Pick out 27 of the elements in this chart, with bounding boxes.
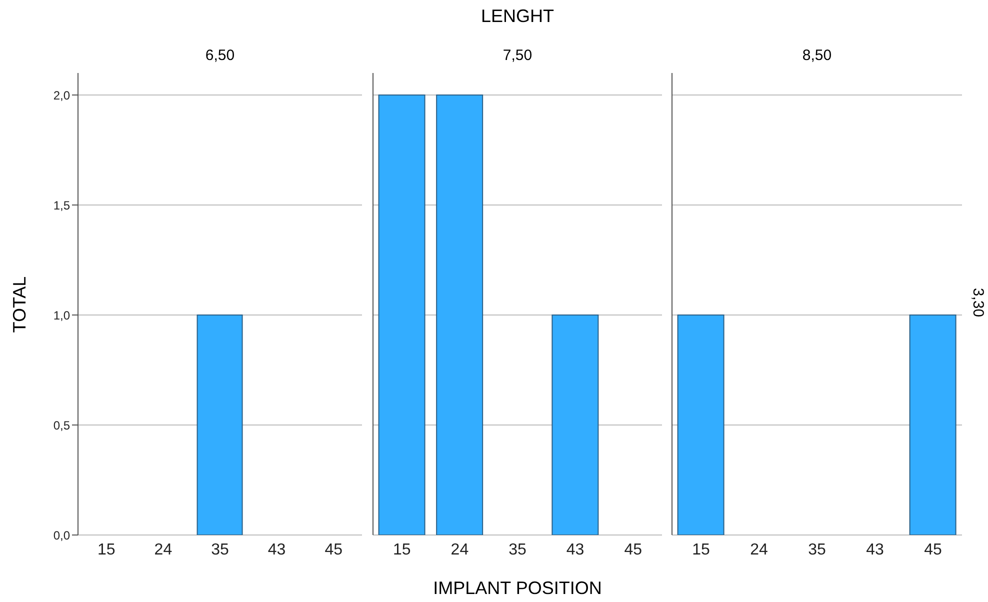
x-tick-label: 15 xyxy=(393,541,411,558)
x-tick-label: 24 xyxy=(450,541,469,558)
x-tick-label: 35 xyxy=(808,541,826,558)
y-tick-label: 0,5 xyxy=(53,418,70,432)
y-tick-label: 0,0 xyxy=(53,528,70,542)
y-tick-label: 2,0 xyxy=(53,88,70,102)
x-tick-label: 45 xyxy=(624,541,642,558)
x-tick-label: 24 xyxy=(154,541,172,558)
x-tick-label: 45 xyxy=(324,541,343,558)
x-tick-label: 15 xyxy=(98,541,116,558)
y-tick-label: 1,5 xyxy=(53,198,70,212)
x-tick-label: 45 xyxy=(924,541,942,558)
x-tick-label: 43 xyxy=(866,541,884,558)
y-axis-title: TOTAL xyxy=(10,275,30,335)
y-tick-label: 1,0 xyxy=(53,308,70,322)
x-tick-label: 43 xyxy=(268,541,286,558)
x-tick-label: 24 xyxy=(750,541,768,558)
x-tick-label: 15 xyxy=(692,541,710,558)
chart-title: 8,50 xyxy=(801,47,833,64)
chart-title: 6,50 xyxy=(204,47,236,64)
chart-title: 7,50 xyxy=(502,47,534,64)
x-axis-title: IMPLANT POSITION xyxy=(432,578,603,599)
text: LENGHT xyxy=(480,6,555,27)
x-tick-label: 43 xyxy=(566,541,584,558)
x-tick-label: 35 xyxy=(508,541,526,558)
y2-axis-title: 3,30 xyxy=(970,286,986,320)
x-tick-label: 35 xyxy=(211,541,229,558)
